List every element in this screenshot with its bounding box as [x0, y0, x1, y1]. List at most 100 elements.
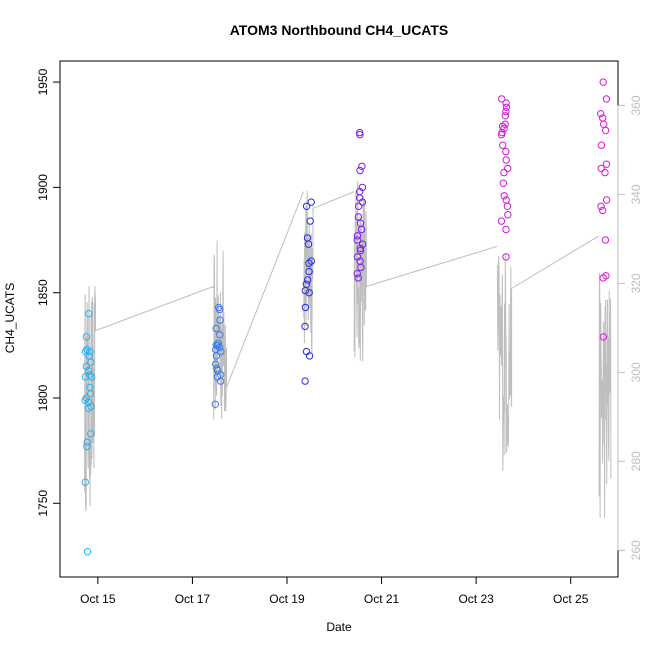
data-point: [502, 225, 510, 234]
data-point: [303, 276, 312, 284]
data-point: [501, 112, 509, 120]
data-point: [502, 103, 511, 112]
data-point: [83, 548, 92, 556]
y-tick-label: 1800: [36, 384, 50, 411]
data-point: [356, 246, 365, 255]
data-point: [86, 347, 94, 356]
data-point: [358, 162, 366, 171]
data-point: [597, 110, 605, 118]
data-point: [83, 438, 91, 446]
data-point: [504, 211, 512, 219]
data-point: [302, 202, 311, 211]
data-point: [82, 333, 91, 341]
data-point: [305, 352, 314, 360]
data-point: [85, 310, 93, 318]
data-point: [87, 373, 96, 381]
data-point: [602, 95, 611, 103]
data-point: [353, 236, 361, 244]
data-point: [305, 259, 313, 267]
x-tick-label: Oct 21: [364, 592, 400, 606]
x-tick-label: Oct 15: [80, 592, 116, 606]
y-tick-label: 1850: [36, 279, 50, 306]
axes-layer: 1750 1800 1850 1900 1950 260 280 300 320 340 360 Oc…: [36, 60, 643, 606]
x-tick-label: Oct 25: [553, 592, 589, 606]
y2-tick-label: 360: [629, 95, 643, 115]
concentration-trace-line: [84, 180, 612, 519]
data-point: [356, 244, 365, 253]
data-point: [353, 270, 361, 278]
data-point: [354, 213, 363, 221]
data-point: [497, 131, 506, 139]
data-point: [353, 232, 362, 240]
data-point: [501, 120, 509, 128]
data-point: [357, 225, 366, 234]
x-tick-label: Oct 23: [458, 592, 494, 606]
concentration-line-layer: [84, 180, 612, 519]
data-point: [216, 316, 224, 324]
data-point: [502, 156, 510, 164]
data-points-layer: [81, 78, 611, 556]
data-point: [84, 404, 93, 413]
data-point: [212, 352, 221, 360]
data-point: [602, 160, 611, 168]
y-tick-label: 1750: [36, 490, 50, 517]
data-point: [597, 141, 606, 149]
data-point: [500, 192, 508, 200]
data-point: [357, 263, 365, 272]
data-point: [215, 343, 224, 352]
data-point: [215, 305, 224, 314]
data-point: [499, 179, 507, 187]
data-point: [502, 253, 510, 261]
data-point: [599, 274, 607, 282]
data-point: [354, 274, 362, 282]
data-point: [212, 324, 220, 333]
data-point: [502, 107, 510, 116]
data-point: [214, 341, 222, 349]
data-point: [355, 202, 363, 211]
data-point: [599, 206, 607, 215]
data-point: [305, 267, 313, 276]
data-point: [301, 303, 310, 312]
y-axis-label: CH4_UCATS: [3, 283, 17, 353]
data-point: [217, 377, 225, 385]
data-point: [358, 198, 367, 206]
data-point: [358, 240, 367, 248]
y2-tick-label: 300: [629, 362, 643, 382]
x-tick-label: Oct 19: [269, 592, 305, 606]
data-point: [356, 166, 364, 175]
data-point: [597, 164, 605, 173]
data-point: [301, 377, 309, 385]
data-point: [504, 164, 512, 173]
data-point: [500, 124, 508, 133]
data-point: [307, 198, 315, 206]
data-point: [305, 289, 313, 297]
data-point: [601, 236, 610, 244]
y2-tick-label: 340: [629, 184, 643, 204]
data-point: [601, 168, 609, 177]
data-point: [81, 478, 90, 486]
data-point: [86, 371, 94, 379]
y-tick-label: 1900: [36, 174, 50, 201]
data-point: [602, 196, 611, 204]
y2-tick-label: 320: [629, 273, 643, 293]
data-point: [217, 347, 225, 356]
data-point: [497, 217, 506, 225]
x-tick-label: Oct 17: [175, 592, 211, 606]
y-tick-label: 1950: [36, 68, 50, 95]
chart-title: ATOM3 Northbound CH4_UCATS: [230, 22, 449, 38]
y2-tick-label: 260: [629, 540, 643, 560]
data-point: [83, 442, 91, 451]
data-point: [601, 126, 610, 135]
data-point: [500, 168, 508, 177]
data-point: [87, 430, 95, 438]
data-point: [597, 202, 605, 211]
data-point: [503, 202, 512, 211]
data-point: [301, 286, 309, 295]
y2-tick-label: 280: [629, 451, 643, 471]
data-point: [502, 147, 510, 156]
data-point: [87, 358, 95, 366]
data-point: [82, 362, 91, 371]
data-point: [599, 78, 607, 86]
